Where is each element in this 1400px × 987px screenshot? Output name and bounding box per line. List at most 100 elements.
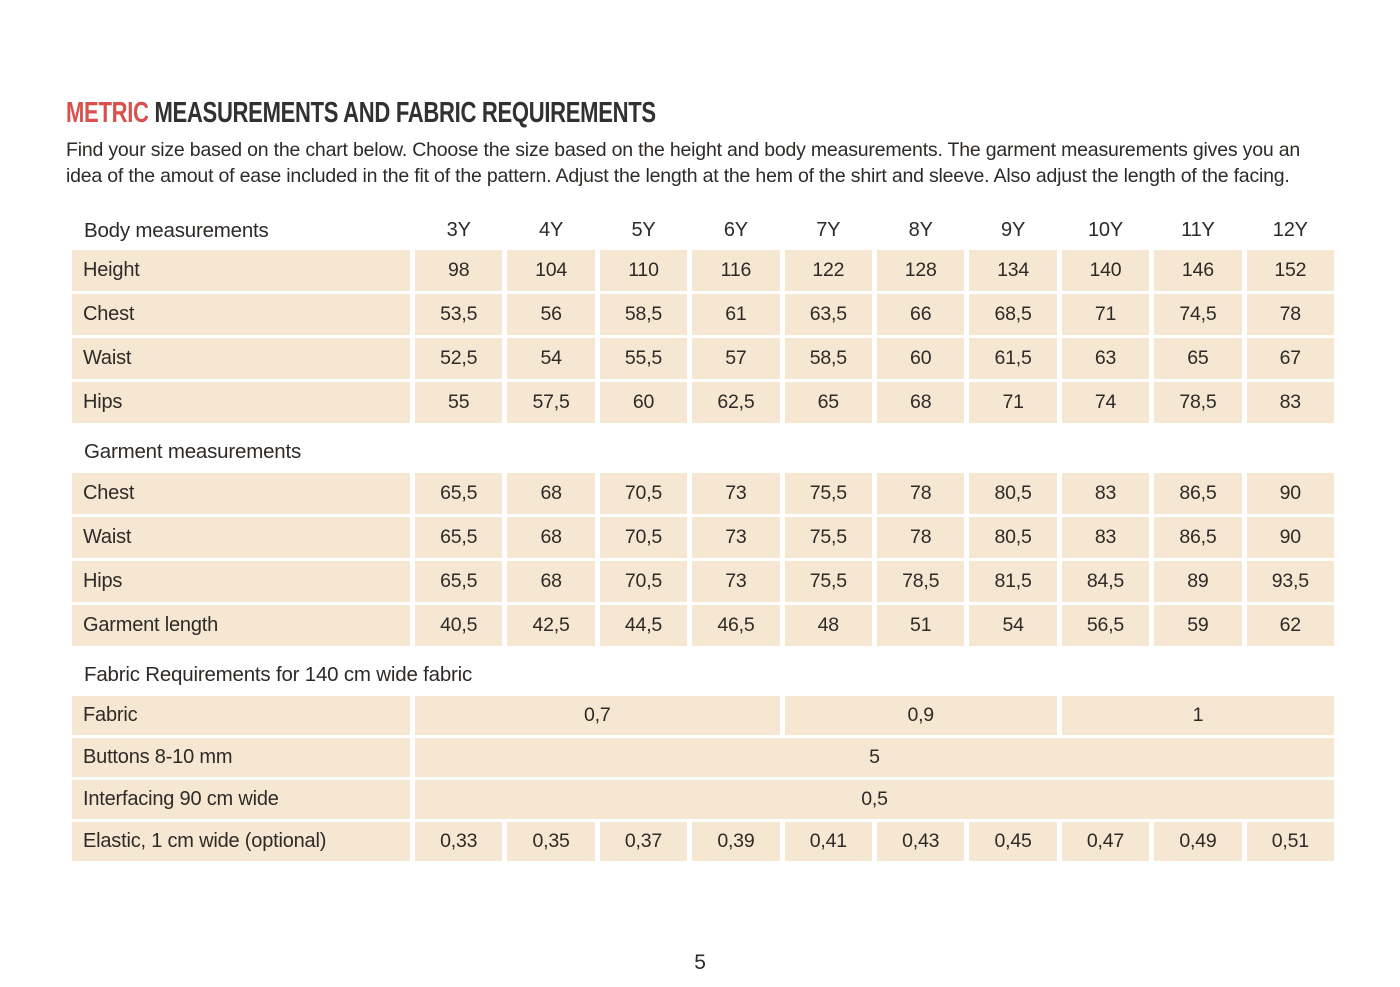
measurement-cell: 68 <box>507 473 595 515</box>
size-column-header: 5Y <box>631 219 656 242</box>
size-column-header: 10Y <box>1087 219 1123 242</box>
row-label: Chest <box>72 294 410 336</box>
row-label: Interfacing 90 cm wide <box>72 780 410 820</box>
row-label: Fabric <box>72 696 410 736</box>
measurement-cell: 66 <box>877 294 965 336</box>
garment-section-title: Garment measurements <box>84 440 302 464</box>
measurement-cell: 58,5 <box>599 294 688 336</box>
requirement-cell: 0,5 <box>415 780 1334 820</box>
measurement-cell: 48 <box>784 605 872 647</box>
requirement-cell: 0,47 <box>1061 822 1150 862</box>
document-page: METRIC MEASUREMENTS AND FABRIC REQUIREME… <box>66 97 1334 862</box>
measurement-cell: 70,5 <box>599 561 688 603</box>
body-measurements-grid: Body measurements 3Y 4Y 5Y 6Y 7Y 8Y 9Y 10Y 11Y 12Y… <box>72 214 1334 424</box>
row-label: Waist <box>72 517 410 559</box>
row-label: Waist <box>72 338 410 380</box>
measurement-cell: 152 <box>1246 250 1334 292</box>
measurement-cell: 116 <box>692 250 780 292</box>
measurement-cell: 71 <box>1061 294 1150 336</box>
measurement-cell: 61,5 <box>969 338 1057 380</box>
requirement-cell: 0,33 <box>415 822 503 862</box>
measurement-cell: 62,5 <box>692 382 780 424</box>
requirement-cell: 0,41 <box>784 822 872 862</box>
measurement-cell: 44,5 <box>599 605 688 647</box>
size-column-header: 6Y <box>723 219 748 242</box>
requirement-cell: 0,49 <box>1154 822 1242 862</box>
measurement-cell: 55,5 <box>599 338 688 380</box>
size-column-header: 8Y <box>908 219 933 242</box>
measurement-cell: 75,5 <box>784 473 872 515</box>
measurement-cell: 57 <box>692 338 780 380</box>
size-column-header: 4Y <box>539 219 564 242</box>
measurement-cell: 60 <box>877 338 965 380</box>
row-label: Height <box>72 250 410 292</box>
measurement-cell: 73 <box>692 517 780 559</box>
measurement-cell: 90 <box>1246 517 1334 559</box>
measurement-cell: 84,5 <box>1061 561 1150 603</box>
requirement-cell: 0,43 <box>877 822 965 862</box>
requirement-cell: 0,39 <box>692 822 780 862</box>
row-label: Elastic, 1 cm wide (optional) <box>72 822 410 862</box>
size-column-header: 11Y <box>1181 219 1215 242</box>
row-label: Garment length <box>72 605 410 647</box>
requirement-cell: 1 <box>1061 696 1334 736</box>
measurement-cell: 74 <box>1061 382 1150 424</box>
measurement-cell: 89 <box>1154 561 1242 603</box>
requirement-cell: 0,7 <box>415 696 780 736</box>
measurement-cell: 40,5 <box>415 605 503 647</box>
measurement-cell: 68 <box>507 517 595 559</box>
requirement-cell: 0,51 <box>1246 822 1334 862</box>
measurement-cell: 65,5 <box>415 561 503 603</box>
measurement-cell: 86,5 <box>1154 473 1242 515</box>
measurement-cell: 65,5 <box>415 473 503 515</box>
size-column-header: 3Y <box>446 219 471 242</box>
measurement-cell: 75,5 <box>784 561 872 603</box>
measurement-cell: 134 <box>969 250 1057 292</box>
measurement-cell: 110 <box>599 250 688 292</box>
row-label: Chest <box>72 473 410 515</box>
requirement-cell: 0,45 <box>969 822 1057 862</box>
measurement-cell: 78 <box>1246 294 1334 336</box>
measurement-cell: 60 <box>599 382 688 424</box>
requirement-cell: 0,35 <box>507 822 595 862</box>
measurement-cell: 83 <box>1061 473 1150 515</box>
row-label: Hips <box>72 561 410 603</box>
garment-measurements-grid: Chest 65,5 68 70,5 73 75,5 78 80,5 83 86,5 90 Waist… <box>72 473 1334 647</box>
measurement-cell: 128 <box>877 250 965 292</box>
measurement-cell: 65 <box>784 382 872 424</box>
measurement-cell: 68,5 <box>969 294 1057 336</box>
row-label: Hips <box>72 382 410 424</box>
measurement-cell: 62 <box>1246 605 1334 647</box>
measurement-cell: 104 <box>507 250 595 292</box>
measurement-cell: 75,5 <box>784 517 872 559</box>
measurement-cell: 83 <box>1061 517 1150 559</box>
measurement-cell: 59 <box>1154 605 1242 647</box>
measurement-cell: 93,5 <box>1246 561 1334 603</box>
body-section-title: Body measurements <box>84 218 269 242</box>
measurement-cell: 68 <box>507 561 595 603</box>
measurement-cell: 70,5 <box>599 473 688 515</box>
measurement-cell: 55 <box>415 382 503 424</box>
size-column-header: 7Y <box>816 219 841 242</box>
measurement-cell: 86,5 <box>1154 517 1242 559</box>
measurement-cell: 54 <box>507 338 595 380</box>
measurement-cell: 52,5 <box>415 338 503 380</box>
measurement-cell: 78,5 <box>877 561 965 603</box>
title-rest: MEASUREMENTS AND FABRIC REQUIREMENTS <box>148 97 656 129</box>
measurement-cell: 65,5 <box>415 517 503 559</box>
measurement-cell: 63 <box>1061 338 1150 380</box>
measurement-cell: 67 <box>1246 338 1334 380</box>
measurement-cell: 74,5 <box>1154 294 1242 336</box>
row-label: Buttons 8-10 mm <box>72 738 410 778</box>
measurement-cell: 78 <box>877 473 965 515</box>
measurement-cell: 73 <box>692 473 780 515</box>
measurement-cell: 46,5 <box>692 605 780 647</box>
measurement-cell: 68 <box>877 382 965 424</box>
requirement-cell: 0,37 <box>599 822 688 862</box>
measurement-cell: 57,5 <box>507 382 595 424</box>
fabric-section-title: Fabric Requirements for 140 cm wide fabr… <box>84 663 473 687</box>
measurement-cell: 73 <box>692 561 780 603</box>
measurement-cell: 63,5 <box>784 294 872 336</box>
measurement-cell: 81,5 <box>969 561 1057 603</box>
measurement-cell: 83 <box>1246 382 1334 424</box>
